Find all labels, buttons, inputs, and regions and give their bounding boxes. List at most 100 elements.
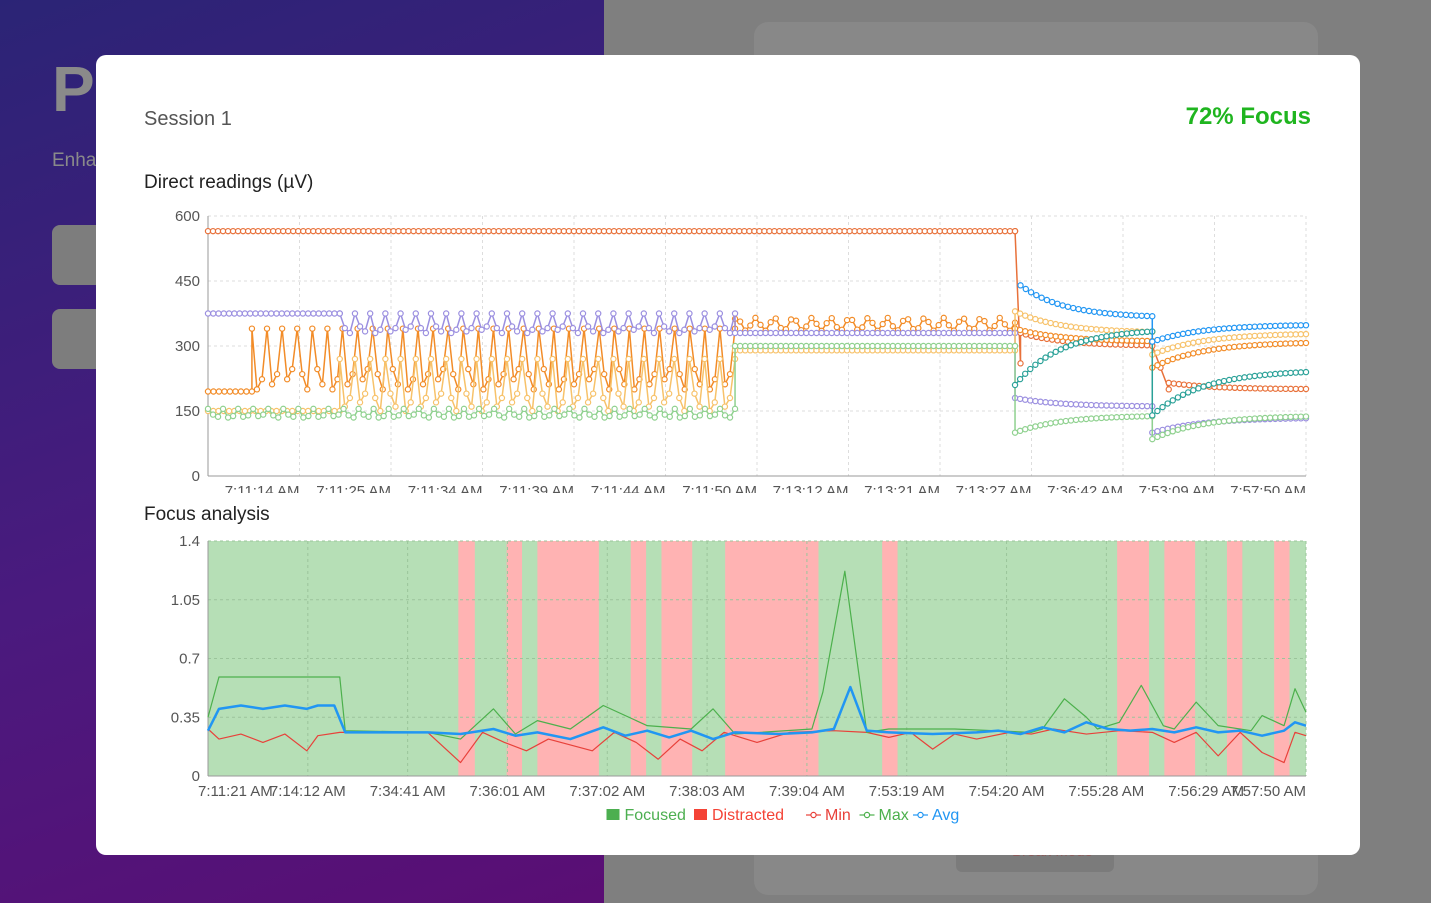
- reading-point: [626, 405, 633, 413]
- reading-point: [1138, 328, 1146, 336]
- reading-point: [1154, 361, 1161, 369]
- reading-point: [330, 412, 337, 420]
- reading-point: [432, 399, 440, 406]
- reading-point: [798, 342, 805, 350]
- reading-point: [792, 329, 800, 337]
- reading-point: [521, 405, 528, 413]
- reading-point: [425, 414, 433, 421]
- reading-point: [671, 355, 678, 363]
- reading-point: [752, 342, 759, 350]
- reading-point: [1075, 305, 1082, 313]
- y-tick-label: 0.7: [179, 651, 200, 668]
- reading-point: [422, 394, 430, 402]
- reading-point: [666, 413, 673, 420]
- reading-point: [280, 405, 287, 413]
- reading-point: [1282, 370, 1289, 377]
- reading-point: [1231, 343, 1238, 351]
- reading-point: [1200, 383, 1207, 390]
- reading-point: [1037, 422, 1044, 429]
- reading-point: [869, 319, 876, 327]
- reading-point: [1042, 354, 1049, 361]
- reading-point: [1241, 374, 1248, 381]
- reading-point: [430, 405, 438, 413]
- reading-point: [374, 370, 381, 378]
- reading-point: [1098, 402, 1105, 409]
- reading-point: [407, 323, 414, 330]
- reading-point: [828, 314, 835, 322]
- reading-point: [359, 376, 366, 383]
- reading-point: [935, 329, 942, 337]
- reading-point: [370, 405, 377, 413]
- reading-point: [1251, 341, 1258, 349]
- reading-point: [453, 407, 460, 415]
- reading-point: [635, 323, 642, 330]
- reading-point: [864, 315, 871, 322]
- legend-item: Max: [859, 807, 909, 824]
- reading-point: [524, 329, 531, 337]
- reading-point: [1302, 413, 1310, 420]
- reading-point: [434, 376, 442, 383]
- reading-point: [813, 342, 820, 350]
- x-tick-label: 7:36:01 AM: [470, 783, 546, 800]
- reading-point: [1062, 334, 1070, 341]
- reading-point: [1027, 424, 1034, 431]
- reading-point: [1103, 326, 1110, 334]
- reading-point: [299, 370, 306, 378]
- reading-point: [285, 411, 292, 418]
- reading-point: [792, 317, 800, 324]
- reading-point: [404, 386, 412, 393]
- reading-point: [1231, 324, 1238, 332]
- reading-point: [1159, 403, 1166, 411]
- reading-point: [204, 405, 212, 413]
- reading-point: [325, 405, 332, 413]
- reading-point: [843, 342, 851, 350]
- reading-point: [646, 412, 653, 419]
- reading-point: [1251, 372, 1258, 380]
- reading-point: [625, 310, 632, 317]
- reading-point: [671, 310, 678, 317]
- reading-point: [823, 342, 830, 350]
- reading-point: [1164, 429, 1171, 437]
- reading-point: [210, 388, 217, 395]
- reading-point: [636, 411, 643, 418]
- x-tick-label: 7:57:50 AM: [1230, 483, 1306, 493]
- x-tick-label: 7:11:21 AM: [198, 783, 273, 800]
- reading-point: [1169, 397, 1176, 404]
- reading-point: [813, 320, 820, 328]
- reading-point: [1072, 340, 1080, 347]
- reading-point: [268, 310, 275, 317]
- x-tick-label: 7:11:44 AM: [591, 483, 666, 493]
- reading-point: [706, 412, 714, 420]
- reading-point: [1118, 337, 1125, 344]
- x-tick-label: 7:53:09 AM: [1139, 483, 1215, 493]
- reading-point: [1001, 329, 1009, 337]
- reading-point: [225, 310, 233, 317]
- reading-point: [1297, 330, 1305, 338]
- reading-point: [915, 329, 922, 337]
- reading-point: [600, 329, 607, 337]
- reading-point: [1225, 417, 1233, 424]
- reading-point: [360, 411, 367, 418]
- reading-point: [823, 329, 830, 337]
- x-tick-label: 7:14:12 AM: [270, 783, 346, 800]
- reading-point: [215, 310, 222, 317]
- reading-point: [660, 323, 668, 330]
- reading-point: [1138, 413, 1146, 420]
- reading-point: [971, 329, 978, 337]
- reading-point: [894, 329, 902, 337]
- reading-point: [437, 390, 445, 397]
- reading-point: [1006, 342, 1014, 350]
- reading-point: [326, 310, 333, 317]
- reading-point: [1292, 331, 1299, 338]
- y-tick-label: 0: [192, 468, 200, 485]
- reading-point: [615, 390, 622, 397]
- reading-point: [930, 342, 937, 350]
- reading-point: [420, 412, 428, 419]
- reading-point: [1154, 428, 1161, 435]
- reading-point: [1175, 380, 1183, 388]
- reading-point: [283, 376, 291, 383]
- reading-point: [559, 323, 566, 330]
- reading-point: [372, 394, 379, 402]
- reading-point: [1021, 426, 1029, 433]
- reading-point: [254, 412, 262, 420]
